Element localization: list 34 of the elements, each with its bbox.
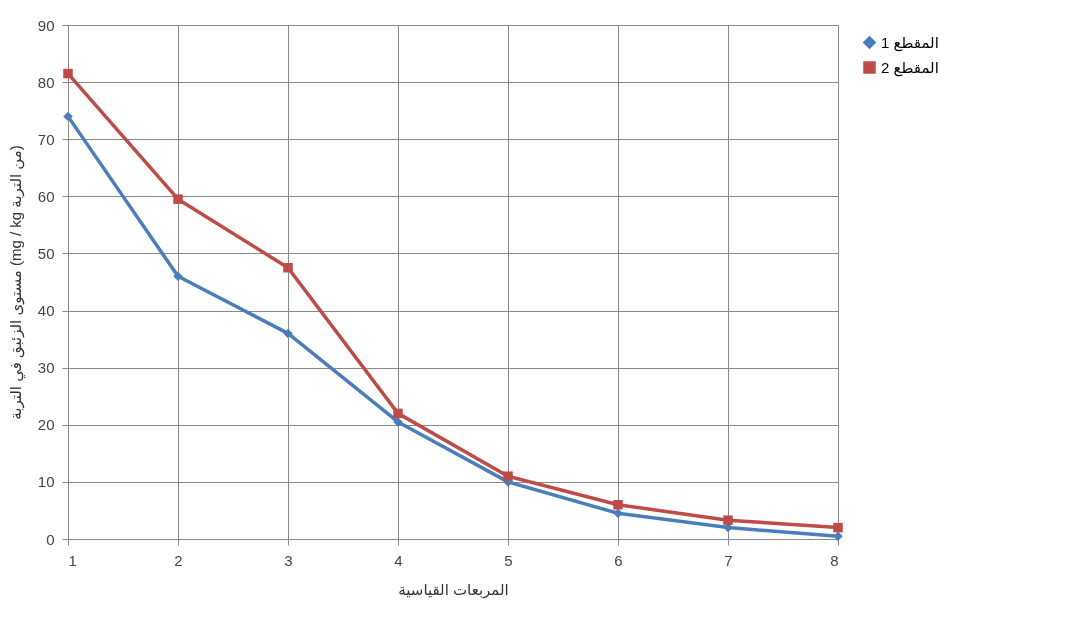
y-tick-label: 40 — [37, 302, 55, 320]
legend-label: المقطع 1 — [881, 33, 939, 52]
point — [503, 471, 513, 481]
x-tick-label: 8 — [830, 551, 839, 569]
y-tick-label: 90 — [37, 16, 55, 34]
point — [63, 111, 73, 122]
x-tick-label: 2 — [174, 551, 183, 569]
x-axis-title: المربعات القياسية — [398, 580, 509, 599]
y-axis-title: مستوى الزئبق في التربة (mg / kg من التربة) — [6, 145, 26, 420]
point — [613, 508, 623, 519]
y-tick-label: 10 — [37, 473, 55, 491]
y-tick-label: 80 — [37, 73, 55, 91]
point — [283, 328, 293, 339]
y-tick-label: 60 — [37, 187, 55, 205]
point — [173, 271, 183, 282]
y-tick-label: 20 — [37, 416, 55, 434]
x-tick-label: 1 — [68, 551, 77, 569]
point — [723, 515, 733, 525]
point — [63, 68, 73, 79]
x-tick-label: 6 — [614, 551, 623, 569]
y-tick-label: 30 — [37, 359, 55, 377]
point — [833, 522, 843, 533]
y-tick-label: 50 — [37, 244, 55, 262]
x-tick-label: 3 — [284, 551, 293, 569]
point — [613, 499, 623, 510]
x-tick-label: 7 — [724, 551, 733, 569]
y-tick-label: 70 — [37, 130, 55, 148]
x-tick-label: 4 — [394, 551, 403, 569]
point — [173, 194, 183, 204]
point — [393, 408, 403, 419]
legend-label: المقطع 2 — [881, 58, 939, 77]
x-tick-label: 5 — [504, 551, 513, 569]
point — [283, 262, 293, 273]
y-tick-label: 0 — [46, 530, 55, 548]
